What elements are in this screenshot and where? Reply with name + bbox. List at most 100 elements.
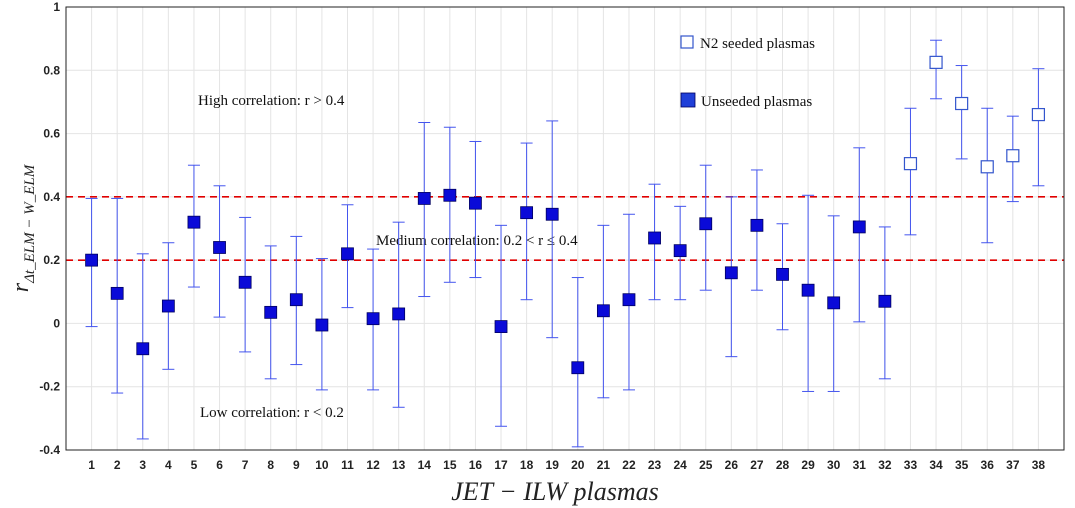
y-tick-label: 0.6 xyxy=(43,127,60,141)
x-tick-label: 37 xyxy=(1006,458,1020,472)
x-tick-label: 8 xyxy=(267,458,274,472)
data-point xyxy=(187,215,201,229)
legend-label-unseeded: Unseeded plasmas xyxy=(701,94,812,110)
data-point xyxy=(213,241,226,254)
data-point xyxy=(366,312,380,326)
annotation-1: Medium correlation: 0.2 < r ≤ 0.4 xyxy=(376,233,578,249)
x-tick-label: 31 xyxy=(853,458,867,472)
x-tick-label: 23 xyxy=(648,458,662,472)
x-tick-label: 29 xyxy=(801,458,815,472)
data-point xyxy=(392,307,406,321)
x-tick-label: 11 xyxy=(341,458,354,472)
x-tick-label: 22 xyxy=(622,458,636,472)
y-axis-label: rΔt_ELM − W_ELM xyxy=(8,163,38,292)
x-axis-label: JET − ILW plasmas xyxy=(451,477,659,506)
data-point xyxy=(724,266,738,280)
data-point xyxy=(289,293,303,307)
data-point xyxy=(699,217,713,231)
x-tick-label: 19 xyxy=(546,458,560,472)
x-tick-label: 33 xyxy=(904,458,918,472)
data-point xyxy=(136,342,150,356)
y-tick-label: 0 xyxy=(53,316,60,330)
x-tick-label: 36 xyxy=(981,458,995,472)
data-point xyxy=(980,160,994,174)
x-tick-label: 34 xyxy=(929,458,943,472)
x-tick-label: 10 xyxy=(315,458,329,472)
data-point xyxy=(648,231,661,245)
data-point xyxy=(596,304,610,318)
data-point xyxy=(417,192,431,205)
x-tick-label: 20 xyxy=(571,458,585,472)
grid xyxy=(66,6,1064,451)
legend: N2 seeded plasmas Unseeded plasmas xyxy=(680,35,815,110)
y-tick-label: -0.4 xyxy=(39,443,60,457)
data-point xyxy=(1031,107,1046,122)
data-point xyxy=(750,218,764,232)
data-points xyxy=(85,55,1046,375)
axes: 1 2 3 4 5 6 7 8 9 10 11 12 13 14 15 16 17 18 19 20 21 22 23 24 2… xyxy=(8,0,1065,506)
data-point xyxy=(1006,149,1020,163)
x-tick-label: 27 xyxy=(750,458,764,472)
x-tick-label: 9 xyxy=(293,458,300,472)
x-tick-label: 17 xyxy=(494,458,508,472)
data-point xyxy=(622,293,636,307)
data-point xyxy=(443,188,457,202)
plot-frame xyxy=(65,6,1065,451)
x-tick-label: 5 xyxy=(191,458,198,472)
y-tick-label: -0.2 xyxy=(39,380,60,394)
data-point xyxy=(673,244,687,258)
x-tick-label: 12 xyxy=(366,458,380,472)
x-tick-label: 38 xyxy=(1032,458,1046,472)
x-tick-label: 26 xyxy=(725,458,739,472)
data-point xyxy=(494,320,508,333)
data-point xyxy=(903,157,918,171)
x-tick-label: 7 xyxy=(242,458,249,472)
x-tick-label: 30 xyxy=(827,458,841,472)
data-point xyxy=(238,275,252,289)
y-tick-label: 0.4 xyxy=(43,190,60,204)
data-point xyxy=(801,283,815,297)
data-point xyxy=(161,299,175,313)
data-point xyxy=(264,305,278,319)
x-tick-label: 14 xyxy=(418,458,432,472)
data-point xyxy=(110,286,124,300)
data-point xyxy=(469,196,482,210)
x-tick-label: 6 xyxy=(216,458,223,472)
x-tick-label: 4 xyxy=(165,458,172,472)
data-point xyxy=(776,267,789,281)
annotation-2: Low correlation: r < 0.2 xyxy=(200,405,344,421)
data-point xyxy=(85,253,98,267)
x-tick-label: 24 xyxy=(673,458,687,472)
x-tick-label: 21 xyxy=(597,458,611,472)
annotations: High correlation: r > 0.4 Medium correlat… xyxy=(198,93,578,421)
y-tick-label: 0.8 xyxy=(43,63,60,77)
annotation-0: High correlation: r > 0.4 xyxy=(198,93,345,109)
data-point xyxy=(827,296,841,310)
x-tick-label: 28 xyxy=(776,458,790,472)
x-tick-label: 15 xyxy=(443,458,457,472)
x-tick-label: 25 xyxy=(699,458,713,472)
x-tick-label: 3 xyxy=(139,458,146,472)
x-tick-label: 35 xyxy=(955,458,969,472)
x-tick-label: 16 xyxy=(469,458,483,472)
data-point xyxy=(315,318,329,332)
data-point xyxy=(878,294,892,308)
data-point xyxy=(929,55,943,69)
x-tick-label: 32 xyxy=(878,458,892,472)
x-tick-label: 2 xyxy=(114,458,121,472)
x-tick-label: 1 xyxy=(88,458,95,472)
data-point xyxy=(955,96,969,111)
x-tick-label: 13 xyxy=(392,458,406,472)
x-tick-label: 18 xyxy=(520,458,534,472)
data-point xyxy=(341,247,354,261)
legend-label-seeded: N2 seeded plasmas xyxy=(700,36,815,52)
data-point xyxy=(571,361,585,375)
reference-lines xyxy=(66,196,1064,261)
data-point xyxy=(852,220,866,234)
y-tick-label: 0.2 xyxy=(43,253,60,267)
legend-marker-unseeded xyxy=(680,92,696,108)
data-point xyxy=(520,206,534,220)
data-point xyxy=(545,207,559,221)
legend-marker-seeded xyxy=(680,35,694,49)
